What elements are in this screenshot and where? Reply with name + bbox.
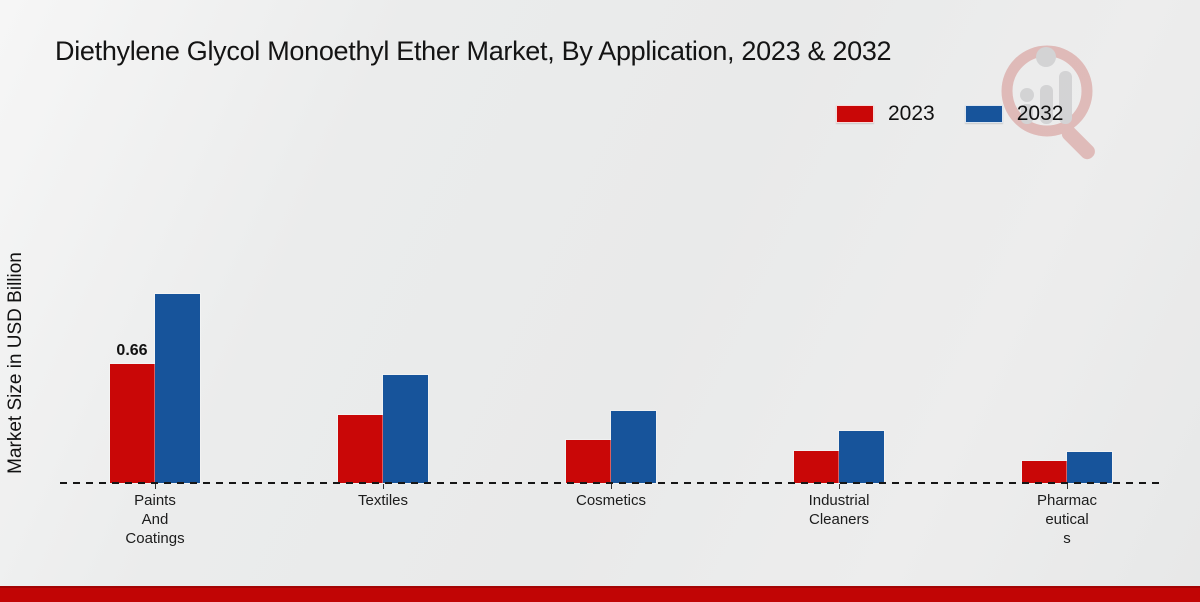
- category-label-textiles: Textiles: [357, 492, 409, 509]
- bar-2023-cosmetics: [566, 440, 611, 483]
- bar-2023-industrial-cleaners: [794, 451, 839, 483]
- x-axis-tick-textiles: [383, 484, 384, 489]
- x-axis-tick-paints-and-coatings: [155, 484, 156, 489]
- x-axis-tick-industrial-cleaners: [839, 484, 840, 489]
- footer-accent-bar: [0, 586, 1200, 602]
- category-label-paints-and-coatings: Paints And Coatings: [125, 492, 185, 547]
- legend-label-2023: 2023: [888, 102, 935, 125]
- bar-2032-pharmaceuticals: [1067, 452, 1112, 483]
- bar-2032-industrial-cleaners: [839, 431, 884, 483]
- x-axis-tick-pharmaceuticals: [1067, 484, 1068, 489]
- category-label-pharmaceuticals: Pharmac eutical s: [1036, 492, 1098, 547]
- legend-swatch-2023: [836, 105, 874, 123]
- bar-value-label-2023-paints-and-coatings: 0.66: [116, 342, 148, 359]
- x-axis-line: [60, 482, 1160, 484]
- category-label-cosmetics: Cosmetics: [575, 492, 646, 509]
- bar-2023-textiles: [338, 415, 383, 483]
- legend: 2023 2032: [836, 102, 1063, 126]
- legend-swatch-2032: [964, 105, 1003, 123]
- bar-2032-paints-and-coatings: [155, 294, 200, 483]
- bar-2032-textiles: [383, 375, 428, 483]
- legend-item-2023: 2023: [836, 102, 935, 126]
- bar-2023-pharmaceuticals: [1022, 461, 1067, 483]
- legend-item-2032: 2032: [964, 102, 1064, 126]
- legend-label-2032: 2032: [1016, 102, 1064, 125]
- y-axis-label: Market Size in USD Billion: [5, 252, 26, 474]
- chart-title: Diethylene Glycol Monoethyl Ether Market…: [55, 36, 892, 66]
- x-axis-tick-cosmetics: [611, 484, 612, 489]
- category-label-industrial-cleaners: Industrial Cleaners: [808, 492, 870, 528]
- bar-2023-paints-and-coatings: [110, 364, 155, 483]
- bar-2032-cosmetics: [611, 411, 656, 483]
